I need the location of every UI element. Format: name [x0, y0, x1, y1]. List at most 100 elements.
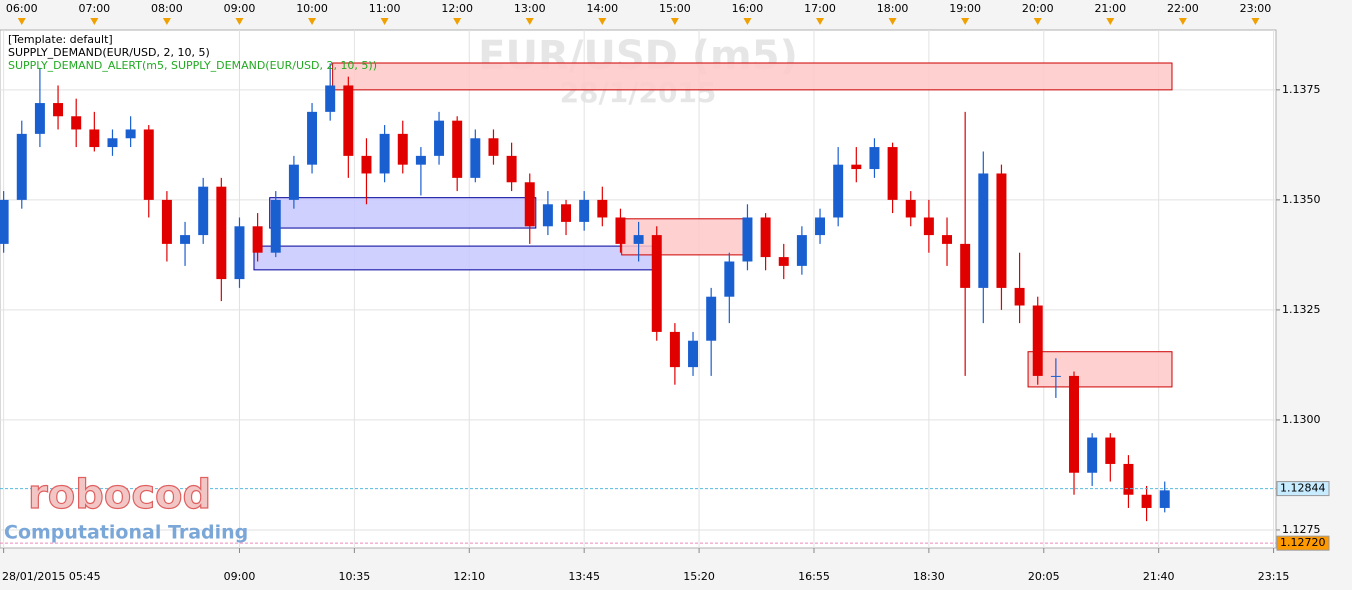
candle-body	[53, 103, 64, 117]
candle-body	[669, 331, 680, 368]
x2-tick-marker	[308, 18, 317, 25]
price-label-box	[1276, 481, 1330, 497]
candle-body	[579, 199, 590, 222]
x-tick-label: 13:45	[568, 570, 600, 583]
x2-tick-label: 10:00	[296, 2, 328, 15]
logo-tagline: Computational Trading	[4, 522, 248, 544]
x2-tick-label: 11:00	[369, 2, 401, 15]
x2-tick-label: 22:00	[1167, 2, 1199, 15]
candle-body	[470, 138, 481, 178]
y-tick-label: 1.1325	[1282, 303, 1321, 316]
x-tick-label: 09:00	[224, 570, 256, 583]
candle-body	[688, 340, 699, 368]
candle-body	[125, 129, 136, 139]
y-tick-label: 1.1300	[1282, 413, 1321, 426]
candle-body	[1087, 437, 1098, 473]
candle-body	[796, 235, 807, 266]
y-tick-label: 1.1275	[1282, 523, 1321, 536]
x2-tick-label: 23:00	[1240, 2, 1272, 15]
candle-body	[923, 217, 934, 236]
candle-body	[89, 129, 100, 148]
x2-tick-label: 19:00	[949, 2, 981, 15]
candle-body	[216, 186, 227, 280]
x2-tick-marker	[90, 18, 99, 25]
candle-body	[651, 235, 662, 332]
x2-tick-marker	[525, 18, 534, 25]
x2-tick-marker	[17, 18, 26, 25]
x-tick-label: 10:35	[339, 570, 371, 583]
candle-body	[379, 133, 390, 174]
candle-body	[506, 155, 517, 183]
x2-tick-marker	[598, 18, 607, 25]
x2-tick-marker	[453, 18, 462, 25]
candle-body	[234, 226, 245, 280]
x2-tick-marker	[1106, 18, 1115, 25]
zone	[1027, 351, 1173, 388]
candle-body	[960, 243, 971, 288]
candle-body	[561, 204, 572, 222]
x2-tick-label: 14:00	[586, 2, 618, 15]
x2-tick-label: 12:00	[441, 2, 473, 15]
candle-body	[143, 129, 154, 200]
candle-body	[815, 217, 826, 236]
candle-body	[161, 199, 172, 244]
candle-body	[542, 204, 553, 227]
x-tick-label: 12:10	[453, 570, 485, 583]
candle-body	[869, 147, 880, 170]
candle-body	[742, 217, 753, 262]
candle-body	[252, 226, 263, 253]
candle-body	[1159, 490, 1170, 508]
x-tick-label: 18:30	[913, 570, 945, 583]
candle-body	[706, 296, 717, 341]
indicator-label: SUPPLY_DEMAND_ALERT(m5, SUPPLY_DEMAND(EU…	[8, 59, 377, 72]
candle-body	[760, 217, 771, 258]
x2-tick-marker	[961, 18, 970, 25]
indicator-label: [Template: default]	[8, 33, 113, 46]
price-label-box	[1276, 535, 1330, 551]
candle-body	[488, 138, 499, 156]
candle-body	[851, 164, 862, 170]
candle-body	[597, 199, 608, 218]
candle-body	[996, 173, 1007, 288]
candle-body	[343, 85, 354, 156]
x-tick-label: 28/01/2015 05:45	[2, 570, 101, 583]
x2-tick-marker	[670, 18, 679, 25]
candle-body	[270, 199, 281, 253]
candle-body	[397, 133, 408, 165]
x2-tick-marker	[1178, 18, 1187, 25]
x2-tick-label: 06:00	[6, 2, 38, 15]
indicator-label: SUPPLY_DEMAND(EUR/USD, 2, 10, 5)	[8, 46, 210, 59]
x2-tick-label: 13:00	[514, 2, 546, 15]
candle-body	[34, 103, 45, 134]
x2-tick-label: 09:00	[224, 2, 256, 15]
x2-tick-label: 20:00	[1022, 2, 1054, 15]
candle-body	[1069, 375, 1080, 473]
x2-tick-label: 07:00	[78, 2, 110, 15]
candle-body	[724, 261, 735, 297]
candle-body	[615, 217, 626, 244]
y-tick-label: 1.1350	[1282, 193, 1321, 206]
x-tick-label: 16:55	[798, 570, 830, 583]
candle-body	[16, 133, 27, 200]
x2-tick-label: 18:00	[877, 2, 909, 15]
candle-body	[0, 199, 9, 244]
candle-body	[361, 155, 372, 174]
candle-body	[887, 147, 898, 200]
candle-body	[778, 257, 789, 266]
price-label: 1.12844	[1280, 482, 1326, 495]
candle-body	[1105, 437, 1116, 464]
x2-tick-label: 21:00	[1094, 2, 1126, 15]
candle-body	[198, 186, 209, 236]
plot-area	[0, 29, 1277, 549]
candle-body	[452, 120, 463, 178]
candle-body	[434, 120, 445, 156]
candle-body	[307, 111, 318, 165]
candle-body	[71, 116, 82, 130]
candle-body	[1123, 463, 1134, 495]
candle-body	[1141, 494, 1152, 508]
x2-tick-label: 16:00	[732, 2, 764, 15]
zone	[332, 62, 1173, 91]
x2-tick-label: 15:00	[659, 2, 691, 15]
candle-body	[415, 155, 426, 165]
